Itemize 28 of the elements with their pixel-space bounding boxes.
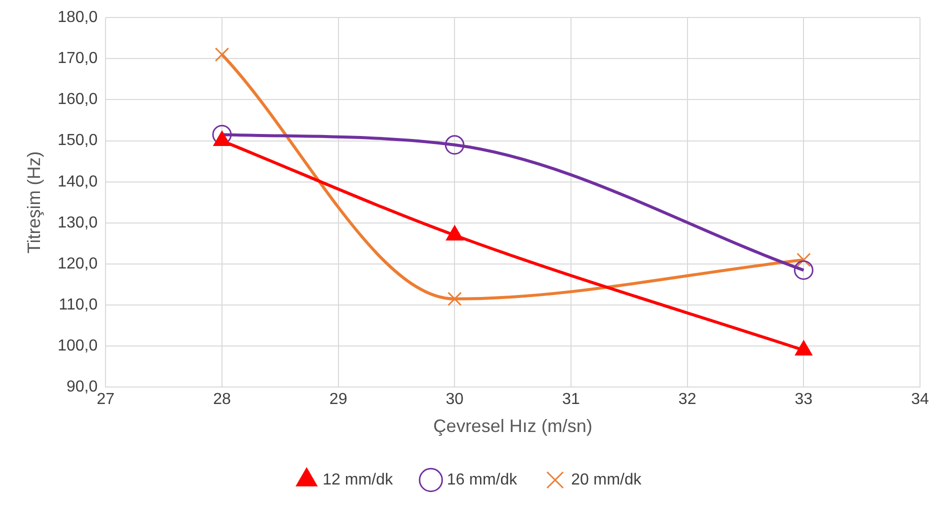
x-tick-label: 34: [911, 391, 929, 408]
point: [214, 47, 230, 62]
y-tick-label: 110,0: [58, 296, 98, 314]
x-tick-label: 29: [329, 391, 348, 408]
y-tick-label: 140,0: [58, 173, 98, 190]
y-tick-label: 150,0: [58, 132, 98, 150]
legend-label: 20 mm/dk: [571, 471, 642, 488]
point: [796, 252, 811, 268]
point: [794, 260, 814, 280]
point: [448, 292, 462, 306]
x-tick-label: 28: [213, 391, 231, 408]
y-tick-label: 130,0: [58, 214, 98, 232]
y-tick-label: 120,0: [58, 255, 98, 272]
y-axis-title: Titreşim (Hz): [24, 151, 44, 254]
y-tick-label: 160,0: [58, 91, 98, 108]
x-axis-title: Çevresel Hız (m/sn): [433, 416, 592, 436]
y-tick-label: 90,0: [66, 378, 98, 396]
x-tick-label: 32: [678, 391, 696, 408]
point: [444, 135, 464, 155]
y-tick-label: 100,0: [58, 338, 98, 355]
x-tick-label: 33: [794, 391, 813, 408]
y-tick-label: 170,0: [58, 50, 98, 68]
legend-label: 12 mm/dk: [322, 471, 394, 488]
legend-label: 16 mm/dk: [446, 471, 518, 488]
x-tick-label: 30: [446, 391, 464, 408]
y-tick-label: 180,0: [58, 9, 98, 26]
x-tick-label: 31: [562, 391, 580, 408]
x-tick-label: 27: [96, 391, 115, 408]
